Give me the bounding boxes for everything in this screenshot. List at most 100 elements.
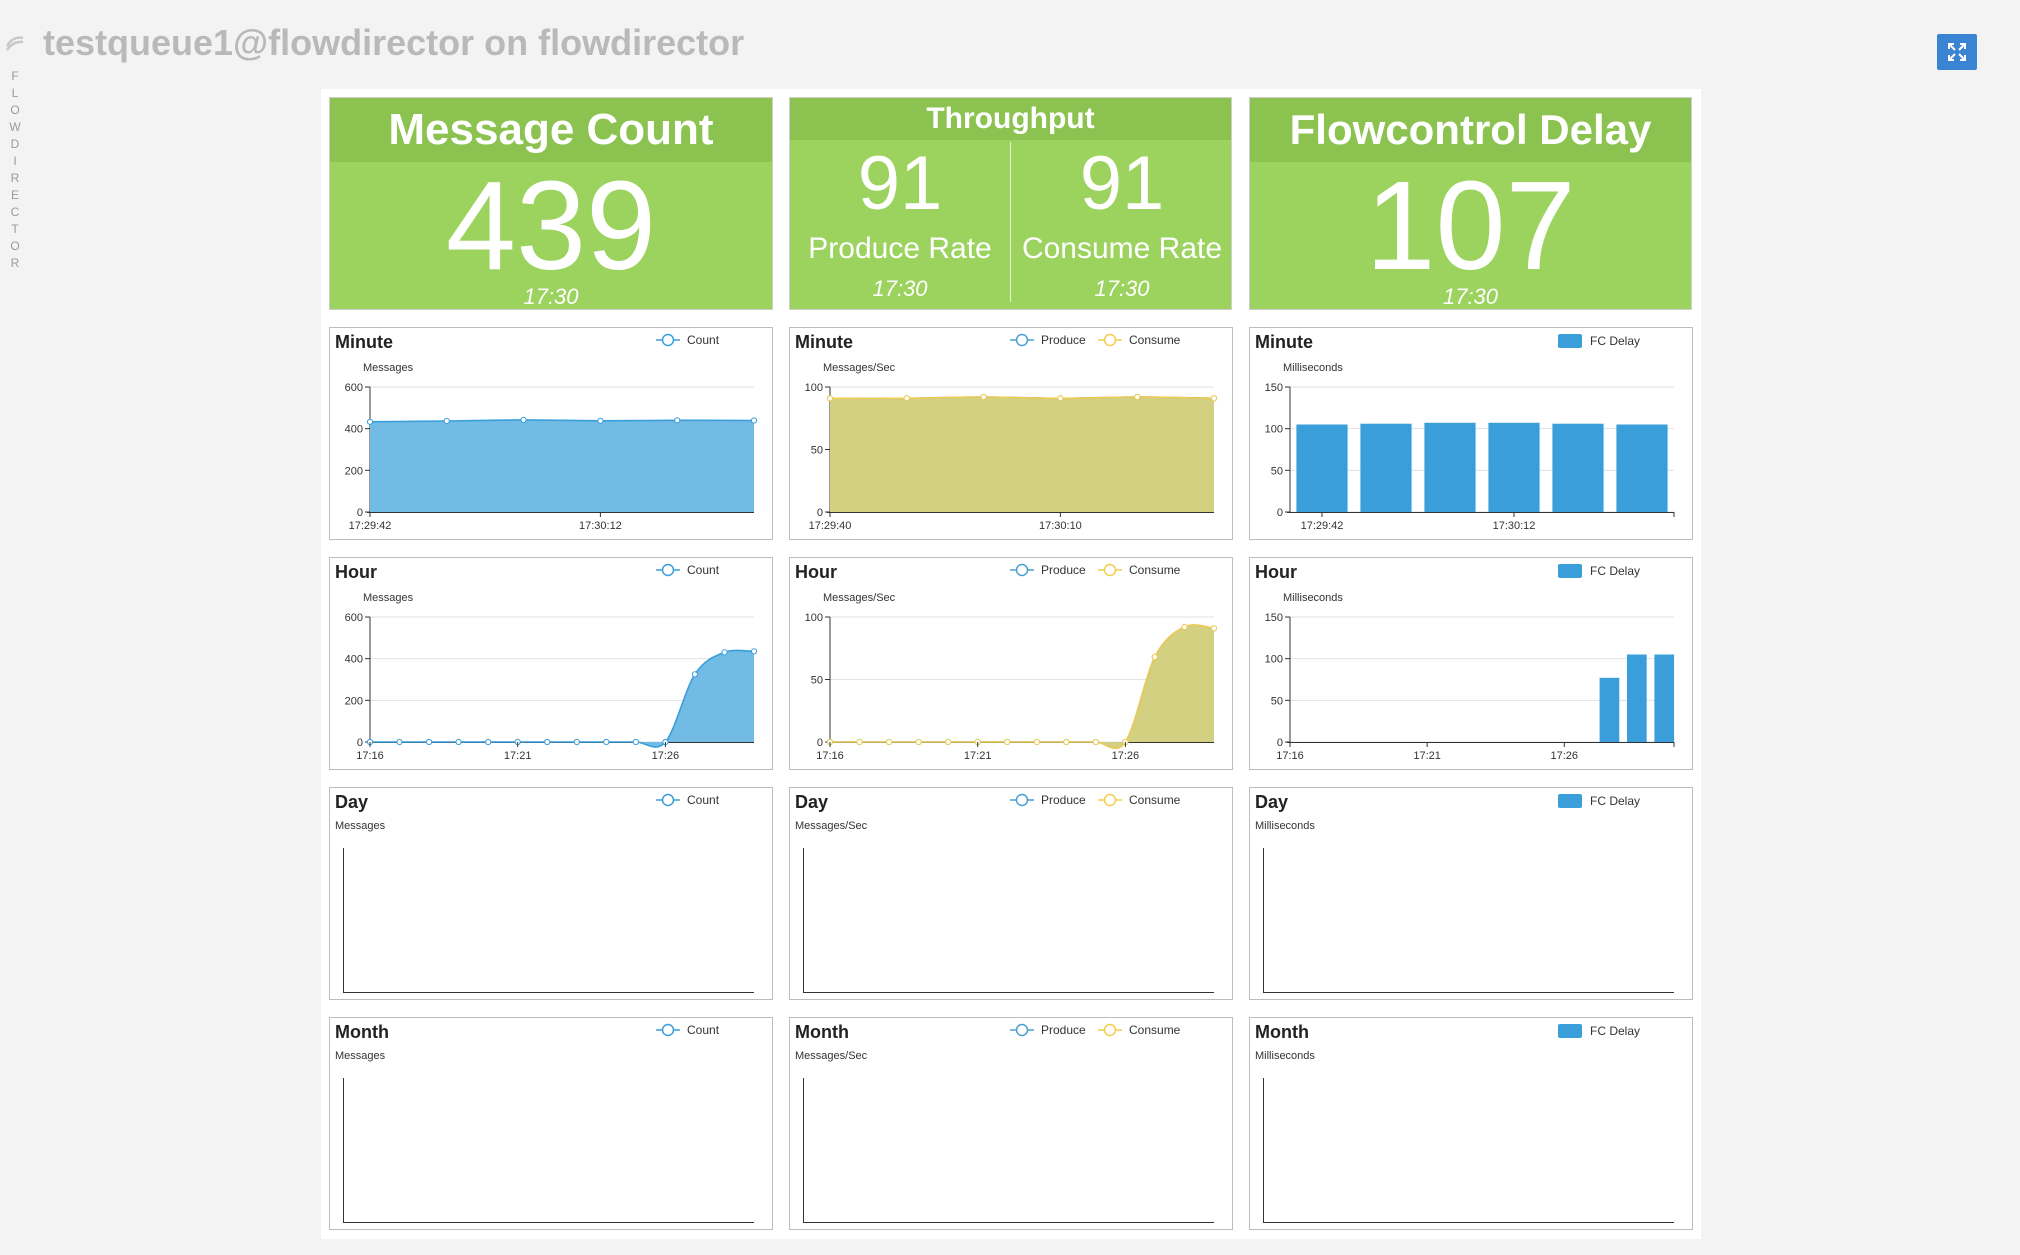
chart-title: Day xyxy=(335,792,369,812)
y-tick-label: 50 xyxy=(1271,695,1283,707)
produce-rate-time: 17:30 xyxy=(872,276,928,301)
legend-label: Produce xyxy=(1041,333,1086,347)
data-point[interactable] xyxy=(674,417,681,424)
data-point[interactable] xyxy=(1092,738,1099,746)
brand-letter: I xyxy=(13,154,17,168)
data-point[interactable] xyxy=(750,417,758,424)
chart-svg: FC Delay Milliseconds 0 50 100 150 17:29:42 17:… xyxy=(1265,334,1675,532)
chart-svg: Produce Consume Messages/Sec 0 50 100 17:16 17:… xyxy=(805,563,1218,762)
legend-item[interactable]: FC Delay xyxy=(1558,334,1640,348)
y-tick-label: 0 xyxy=(1277,507,1283,519)
data-point[interactable] xyxy=(945,738,952,746)
data-point[interactable] xyxy=(573,738,580,746)
x-tick-label: 17:16 xyxy=(816,750,844,762)
data-point[interactable] xyxy=(1151,653,1158,661)
legend-label: FC Delay xyxy=(1590,794,1640,808)
brand-letter: O xyxy=(10,103,20,117)
legend-marker xyxy=(661,563,675,577)
legend-item[interactable]: Count xyxy=(656,563,720,577)
data-point[interactable] xyxy=(1210,395,1218,402)
y-tick-label: 0 xyxy=(357,507,363,519)
legend-item[interactable]: FC Delay xyxy=(1558,794,1640,808)
data-point[interactable] xyxy=(597,417,604,424)
legend-item[interactable]: Consume xyxy=(1098,333,1181,347)
brand-letter: C xyxy=(10,205,20,219)
message-count-time: 17:30 xyxy=(523,284,579,309)
consume-rate-value: 91 xyxy=(1079,141,1165,226)
bar-mark[interactable] xyxy=(1627,654,1647,743)
data-point[interactable] xyxy=(426,738,433,746)
data-point[interactable] xyxy=(366,418,374,425)
data-point[interactable] xyxy=(856,738,863,746)
data-point[interactable] xyxy=(1057,395,1064,402)
legend-label: FC Delay xyxy=(1590,564,1640,578)
expand-button[interactable] xyxy=(1937,34,1977,70)
chart-title: Month xyxy=(335,1022,389,1042)
legend-marker xyxy=(1103,563,1117,577)
bar-mark[interactable] xyxy=(1424,422,1476,512)
data-point[interactable] xyxy=(721,649,728,656)
x-tick-label: 17:29:40 xyxy=(809,520,852,532)
chart-panel-count-month: Month Count Messages xyxy=(329,1017,773,1230)
data-point[interactable] xyxy=(915,738,922,746)
bar-mark[interactable] xyxy=(1552,423,1604,512)
data-point[interactable] xyxy=(603,738,610,746)
legend-item[interactable]: Consume xyxy=(1098,793,1181,807)
data-point[interactable] xyxy=(1181,623,1188,631)
legend-item[interactable]: Count xyxy=(656,333,720,347)
legend-item[interactable]: Produce xyxy=(1010,563,1086,577)
chart-svg: Produce Consume Messages/Sec 0 50 100 17:29:40… xyxy=(805,333,1218,532)
legend-item[interactable]: Consume xyxy=(1098,563,1181,577)
data-point[interactable] xyxy=(691,671,698,678)
series-line xyxy=(369,419,755,423)
bar-mark[interactable] xyxy=(1654,654,1675,743)
y-tick-label: 100 xyxy=(805,382,823,394)
legend-swatch xyxy=(1558,334,1582,348)
y-axis-title: Milliseconds xyxy=(1255,1050,1315,1062)
data-point[interactable] xyxy=(443,417,450,425)
data-point[interactable] xyxy=(1210,625,1218,632)
data-point[interactable] xyxy=(520,416,527,424)
legend-label: Consume xyxy=(1129,1023,1181,1037)
bar-mark[interactable] xyxy=(1599,677,1620,742)
area-fill xyxy=(370,650,754,748)
flowcontrol-delay-time: 17:30 xyxy=(1442,284,1499,309)
consume-rate-time: 17:30 xyxy=(1094,276,1150,301)
legend-item[interactable]: FC Delay xyxy=(1558,1024,1640,1038)
y-tick-label: 600 xyxy=(345,612,363,624)
chart-title: Minute xyxy=(795,332,853,352)
data-point[interactable] xyxy=(826,395,834,402)
data-point[interactable] xyxy=(396,738,403,746)
data-point[interactable] xyxy=(544,738,551,746)
bar-mark[interactable] xyxy=(1296,424,1348,513)
data-point[interactable] xyxy=(1033,738,1040,746)
data-point[interactable] xyxy=(750,648,758,655)
data-point[interactable] xyxy=(886,738,893,746)
data-point[interactable] xyxy=(632,738,639,746)
chart-svg: Count Messages 0 200 400 600 17:29:42 17:30:12 xyxy=(345,333,758,532)
bar-mark[interactable] xyxy=(1360,423,1412,512)
legend-item[interactable]: FC Delay xyxy=(1558,564,1640,578)
legend-item[interactable]: Produce xyxy=(1010,333,1086,347)
legend-item[interactable]: Produce xyxy=(1010,1023,1086,1037)
chart-panel-count-hour: Hour Count Messages 0 200 400 600 17:16 17:21 17:… xyxy=(329,557,773,770)
bar-mark[interactable] xyxy=(1616,424,1668,513)
chart-title: Hour xyxy=(335,562,377,582)
data-point[interactable] xyxy=(1063,738,1070,746)
legend-item[interactable]: Count xyxy=(656,793,720,807)
produce-rate-label: Produce Rate xyxy=(808,232,992,265)
bar-mark[interactable] xyxy=(1488,422,1540,512)
legend-item[interactable]: Count xyxy=(656,1023,720,1037)
legend-label: Produce xyxy=(1041,793,1086,807)
chart-svg: Produce Consume Messages/Sec xyxy=(795,1023,1214,1223)
data-point[interactable] xyxy=(980,393,987,401)
legend-item[interactable]: Consume xyxy=(1098,1023,1181,1037)
data-point[interactable] xyxy=(1004,738,1011,746)
data-point[interactable] xyxy=(455,738,462,746)
data-point[interactable] xyxy=(1134,393,1141,401)
legend-item[interactable]: Produce xyxy=(1010,793,1086,807)
data-point[interactable] xyxy=(485,738,492,746)
x-tick-label: 17:21 xyxy=(1413,750,1441,762)
data-point[interactable] xyxy=(903,395,910,402)
y-tick-label: 50 xyxy=(811,675,823,687)
